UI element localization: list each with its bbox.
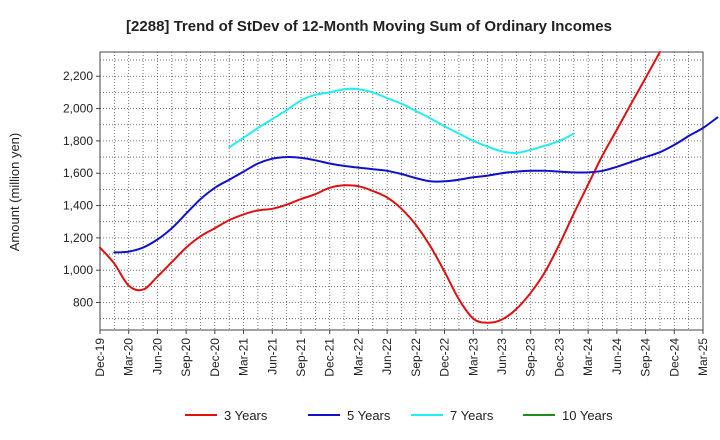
- x-tick-label: Dec-23: [552, 338, 566, 377]
- legend: 3 Years 5 Years 7 Years 10 Years: [185, 408, 613, 423]
- x-tick-label: Mar-20: [122, 338, 136, 376]
- plot-frame: [99, 51, 704, 331]
- legend-label-3-years: 3 Years: [224, 408, 268, 423]
- x-tick-label: Sep-22: [409, 338, 423, 377]
- series-lines: [99, 51, 719, 324]
- series-line-5-years: [113, 116, 719, 254]
- x-tick-label: Jun-24: [610, 338, 624, 375]
- y-tick-label: 1,200: [63, 231, 93, 245]
- y-tick-label: 1,400: [63, 199, 93, 213]
- x-tick-label: Dec-21: [323, 338, 337, 377]
- x-tick-label: Mar-24: [581, 338, 595, 376]
- x-tick-label: Dec-19: [93, 338, 107, 377]
- x-tick-label: Jun-22: [380, 338, 394, 375]
- x-tick-label: Jun-23: [495, 338, 509, 375]
- x-tick-label: Sep-24: [639, 338, 653, 377]
- grid: [100, 52, 703, 330]
- series-line-3-years: [99, 51, 661, 324]
- x-tick-label: Dec-22: [438, 338, 452, 377]
- y-tick-label: 1,600: [63, 166, 93, 180]
- x-tick-label: Dec-20: [208, 338, 222, 377]
- series-line-7-years: [228, 87, 575, 155]
- chart-title: [2288] Trend of StDev of 12-Month Moving…: [126, 18, 612, 35]
- x-tick-label: Sep-23: [524, 338, 538, 377]
- y-tick-label: 2,200: [63, 69, 93, 83]
- x-tick-label: Sep-20: [179, 338, 193, 377]
- x-tick-label: Mar-23: [466, 338, 480, 376]
- legend-label-5-years: 5 Years: [347, 408, 391, 423]
- x-tick-label: Jun-21: [265, 338, 279, 375]
- y-tick-label: 800: [73, 296, 93, 310]
- y-tick-label: 2,000: [63, 102, 93, 116]
- x-tick-label: Mar-22: [351, 338, 365, 376]
- x-tick-label: Sep-21: [294, 338, 308, 377]
- axes: 800 1,000 1,200 1,400 1,600 1,800 2,000 2,200 De…: [63, 51, 710, 377]
- x-tick-label: Mar-21: [237, 338, 251, 376]
- legend-label-10-years: 10 Years: [562, 408, 613, 423]
- x-tick-label: Jun-20: [150, 338, 164, 375]
- y-axis-label: Amount (million yen): [7, 133, 22, 252]
- x-tick-label: Mar-25: [696, 338, 710, 376]
- y-tick-label: 1,000: [63, 263, 93, 277]
- x-tick-label: Dec-24: [667, 338, 681, 377]
- y-tick-label: 1,800: [63, 134, 93, 148]
- legend-label-7-years: 7 Years: [450, 408, 494, 423]
